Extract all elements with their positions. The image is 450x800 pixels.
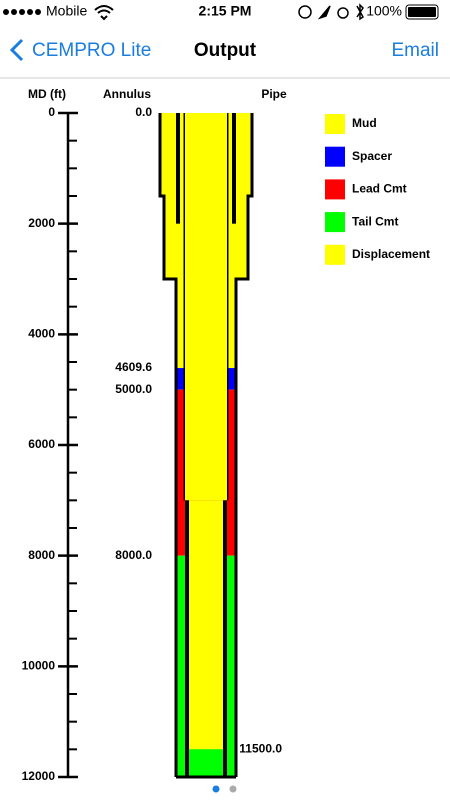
casing-wall [183, 113, 185, 501]
y-tick-label: 8000 [28, 548, 55, 562]
legend-swatch [325, 179, 345, 200]
carrier: Mobile [46, 3, 87, 19]
pipe-fluid [189, 749, 223, 777]
y-tick-label: 6000 [28, 437, 55, 451]
email-button[interactable]: Email [391, 40, 439, 61]
back-arrow[interactable] [9, 38, 24, 62]
axis-label: MD (ft) [28, 87, 66, 101]
casing-wall [227, 113, 229, 501]
y-tick-label: 2000 [28, 216, 55, 230]
signal [3, 9, 41, 15]
casing-wall [232, 113, 236, 224]
page-dot-active[interactable] [212, 785, 220, 793]
annulus-label: Annulus [103, 87, 151, 101]
battery-level [408, 7, 436, 17]
nav-title: Output [194, 40, 257, 61]
y-tick-label: 12000 [22, 769, 56, 783]
y-tick-label: 0 [48, 105, 55, 119]
battery-icon [405, 4, 439, 20]
wifi-icon [94, 5, 114, 21]
annulus-depth-label: 5000.0 [115, 382, 152, 396]
legend-swatch [325, 244, 345, 265]
legend-label: Spacer [352, 149, 392, 163]
annulus-depth-label: 4609.6 [115, 360, 152, 374]
legend-swatch [325, 212, 345, 233]
y-tick-label: 10000 [22, 659, 56, 673]
pipe-label: Pipe [261, 87, 287, 101]
pipe-fluid [185, 113, 227, 501]
legend-label: Mud [352, 116, 377, 130]
annulus-depth-label: 0.0 [135, 105, 152, 119]
casing-wall [185, 500, 189, 777]
legend-swatch [325, 146, 345, 167]
y-tick-label: 4000 [28, 327, 55, 341]
pipe-depth-label: 11500.0 [239, 742, 282, 756]
legend-label: Displacement [352, 247, 430, 261]
casing-wall [176, 113, 180, 224]
legend-swatch [325, 114, 345, 134]
legend-label: Tail Cmt [352, 214, 398, 228]
pipe-fluid [189, 500, 223, 750]
battery-text: 100% [366, 3, 402, 19]
legend-label: Lead Cmt [352, 182, 407, 196]
back-button[interactable]: CEMPRO Lite [32, 40, 151, 61]
hole-wall [234, 113, 254, 777]
status-icons [298, 3, 364, 21]
hole-wall [158, 113, 178, 777]
page-dot[interactable] [229, 785, 237, 793]
annulus-depth-label: 8000.0 [115, 548, 152, 562]
wellbore-chart: 0 2000 4000 6000 8000 10000 12000 0.0 4609.6 5000… [22, 105, 430, 783]
time: 2:15 PM [199, 3, 252, 19]
casing-wall [223, 500, 227, 777]
